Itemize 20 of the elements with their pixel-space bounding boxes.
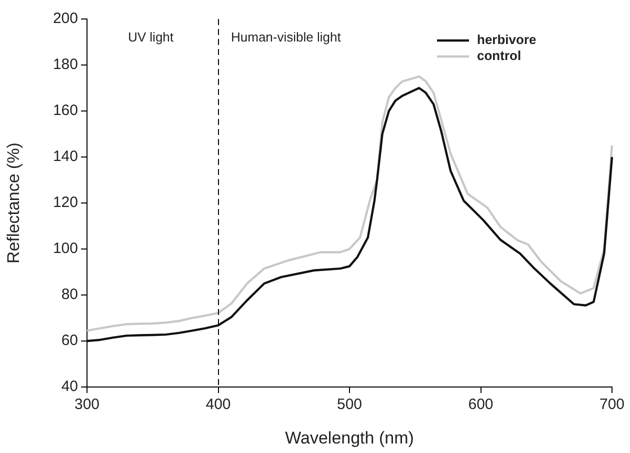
x-tick-label: 500 bbox=[336, 396, 362, 414]
legend-label: control bbox=[477, 48, 522, 64]
y-tick-label: 120 bbox=[52, 194, 78, 212]
y-axis-title: Reflectance (%) bbox=[4, 142, 23, 264]
y-tick-label: 200 bbox=[52, 10, 78, 28]
legend-label: herbivore bbox=[477, 32, 536, 48]
y-tick-label: 160 bbox=[52, 102, 78, 120]
x-axis-title: Wavelength (nm) bbox=[285, 428, 414, 448]
y-tick-label: 80 bbox=[61, 286, 78, 304]
y-tick-label: 100 bbox=[52, 240, 78, 258]
x-tick-label: 700 bbox=[599, 396, 625, 414]
x-tick-label: 300 bbox=[74, 396, 100, 414]
x-tick-label: 400 bbox=[206, 396, 231, 414]
y-tick-label: 40 bbox=[61, 378, 78, 396]
y-tick-label: 60 bbox=[61, 332, 78, 350]
y-tick-label: 140 bbox=[52, 148, 78, 166]
y-tick-label: 180 bbox=[52, 56, 78, 74]
x-tick-label: 600 bbox=[468, 396, 494, 414]
annotation: UV light bbox=[128, 30, 174, 45]
annotation: Human-visible light bbox=[231, 30, 342, 45]
